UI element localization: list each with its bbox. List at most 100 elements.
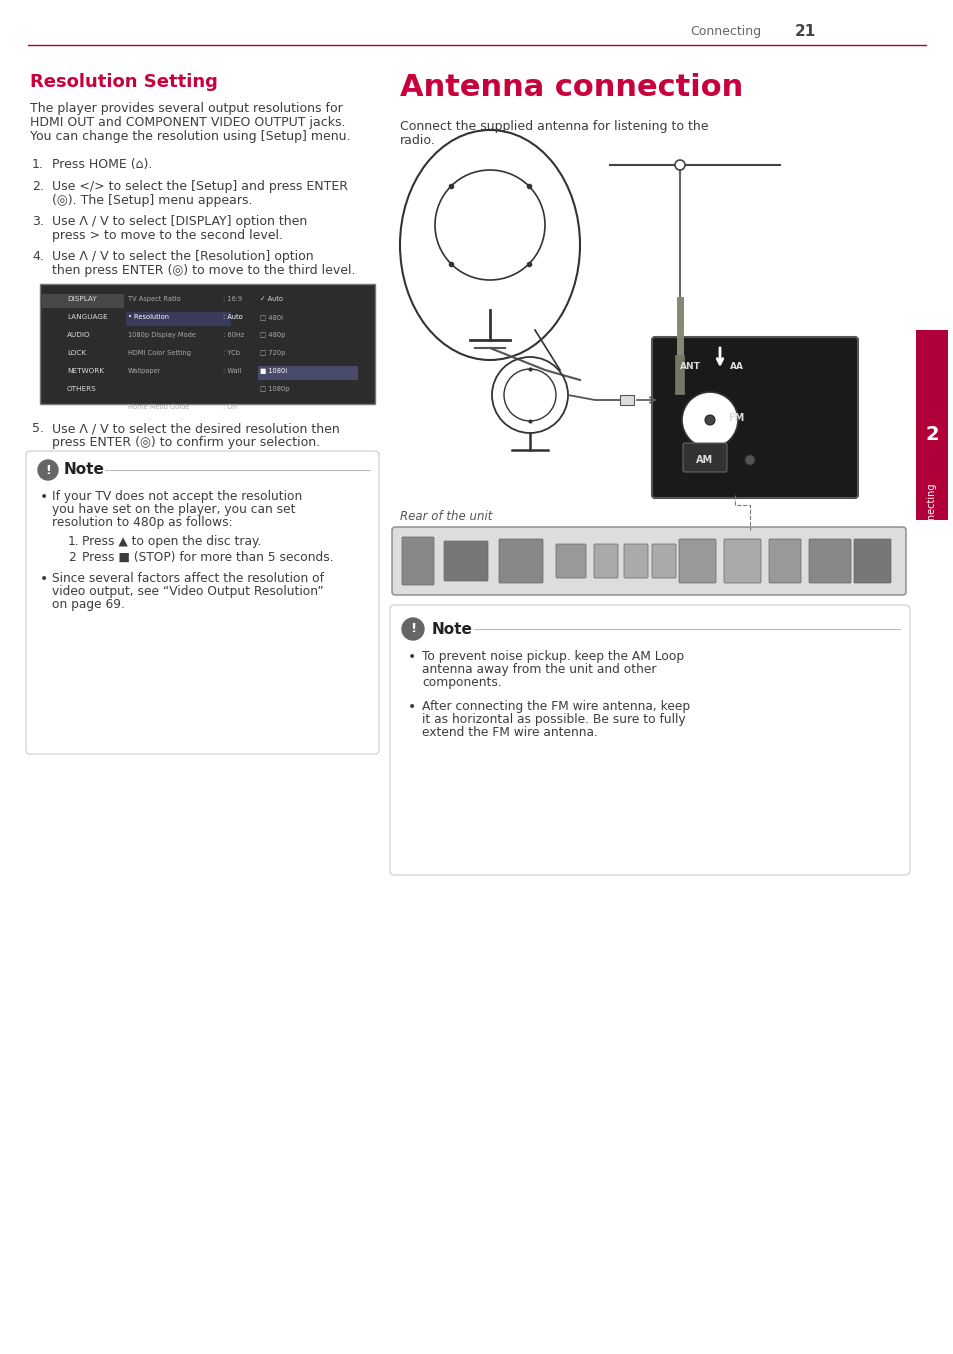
Text: AUDIO: AUDIO (67, 332, 91, 338)
FancyBboxPatch shape (679, 539, 716, 584)
FancyBboxPatch shape (594, 544, 618, 578)
Text: 2: 2 (68, 551, 75, 565)
FancyBboxPatch shape (556, 544, 585, 578)
Text: components.: components. (421, 676, 501, 689)
Text: HDMI OUT and COMPONENT VIDEO OUTPUT jacks.: HDMI OUT and COMPONENT VIDEO OUTPUT jack… (30, 116, 345, 129)
Text: DISPLAY: DISPLAY (67, 297, 96, 302)
Text: □ 480i: □ 480i (260, 314, 283, 320)
Text: LOCK: LOCK (67, 349, 86, 356)
Text: 5.: 5. (32, 422, 44, 435)
Text: Antenna connection: Antenna connection (399, 73, 742, 102)
Text: □ 1080p: □ 1080p (260, 386, 289, 393)
FancyBboxPatch shape (390, 605, 909, 875)
Text: Note: Note (64, 463, 105, 478)
Text: OTHERS: OTHERS (67, 386, 96, 393)
Text: press ENTER (◎) to confirm your selection.: press ENTER (◎) to confirm your selectio… (52, 436, 320, 450)
Text: To prevent noise pickup. keep the AM Loop: To prevent noise pickup. keep the AM Loo… (421, 650, 683, 663)
Text: 21: 21 (794, 24, 816, 39)
Text: antenna away from the unit and other: antenna away from the unit and other (421, 663, 656, 676)
Text: resolution to 480p as follows:: resolution to 480p as follows: (52, 516, 233, 529)
FancyBboxPatch shape (651, 544, 676, 578)
Text: AA: AA (729, 362, 743, 371)
Text: 1.: 1. (68, 535, 79, 548)
Text: You can change the resolution using [Setup] menu.: You can change the resolution using [Set… (30, 130, 350, 144)
Text: □ 480p: □ 480p (260, 332, 285, 338)
Text: Use </> to select the [Setup] and press ENTER: Use </> to select the [Setup] and press … (52, 180, 348, 194)
Text: it as horizontal as possible. Be sure to fully: it as horizontal as possible. Be sure to… (421, 714, 685, 726)
Text: •: • (40, 490, 49, 504)
Text: !: ! (410, 623, 416, 635)
Circle shape (744, 455, 754, 464)
Text: on page 69.: on page 69. (52, 598, 125, 611)
Text: 3.: 3. (32, 215, 44, 227)
Text: Connect the supplied antenna for listening to the: Connect the supplied antenna for listeni… (399, 121, 708, 133)
Text: (◎). The [Setup] menu appears.: (◎). The [Setup] menu appears. (52, 194, 253, 207)
Text: Use Λ / V to select [DISPLAY] option then: Use Λ / V to select [DISPLAY] option the… (52, 215, 307, 227)
Text: □ 720p: □ 720p (260, 349, 285, 356)
Circle shape (675, 160, 684, 171)
Text: : 16:9: : 16:9 (223, 297, 242, 302)
Text: Connecting: Connecting (689, 26, 760, 38)
Text: HDMI Color Setting: HDMI Color Setting (128, 349, 191, 356)
Text: ■ 1080i: ■ 1080i (260, 368, 287, 374)
Text: Note: Note (432, 621, 473, 636)
Text: press > to move to the second level.: press > to move to the second level. (52, 229, 283, 242)
Text: •: • (40, 571, 49, 586)
FancyBboxPatch shape (651, 337, 857, 498)
Text: : Off: : Off (223, 403, 237, 410)
Circle shape (401, 617, 423, 640)
Circle shape (38, 460, 58, 481)
Text: radio.: radio. (399, 134, 436, 148)
Text: If your TV does not accept the resolution: If your TV does not accept the resolutio… (52, 490, 302, 502)
Text: : YCb: : YCb (223, 349, 240, 356)
FancyBboxPatch shape (915, 330, 947, 520)
Text: Rear of the unit: Rear of the unit (399, 510, 492, 523)
Text: Use Λ / V to select the desired resolution then: Use Λ / V to select the desired resoluti… (52, 422, 339, 435)
FancyBboxPatch shape (498, 539, 542, 584)
FancyBboxPatch shape (768, 539, 801, 584)
Text: Resolution Setting: Resolution Setting (30, 73, 217, 91)
FancyBboxPatch shape (619, 395, 634, 405)
Text: 1080p Display Mode: 1080p Display Mode (128, 332, 195, 338)
FancyBboxPatch shape (401, 538, 434, 585)
Text: The player provides several output resolutions for: The player provides several output resol… (30, 102, 342, 115)
Text: Connecting: Connecting (926, 482, 936, 538)
Text: Home Menu Guide: Home Menu Guide (128, 403, 190, 410)
FancyBboxPatch shape (42, 294, 124, 307)
Text: • Resolution: • Resolution (128, 314, 169, 320)
FancyBboxPatch shape (682, 443, 726, 473)
FancyBboxPatch shape (623, 544, 647, 578)
Text: 2: 2 (924, 425, 938, 444)
Text: Wallpaper: Wallpaper (128, 368, 161, 374)
FancyBboxPatch shape (808, 539, 850, 584)
Text: !: ! (45, 463, 51, 477)
FancyBboxPatch shape (723, 539, 760, 584)
FancyBboxPatch shape (40, 284, 375, 403)
Text: Press HOME (⌂).: Press HOME (⌂). (52, 158, 152, 171)
Text: FM: FM (727, 413, 743, 422)
Circle shape (704, 414, 714, 425)
Text: : 60Hz: : 60Hz (223, 332, 244, 338)
Text: Press ▲ to open the disc tray.: Press ▲ to open the disc tray. (82, 535, 261, 548)
Text: 4.: 4. (32, 250, 44, 263)
Text: LANGUAGE: LANGUAGE (67, 314, 108, 320)
Text: Use Λ / V to select the [Resolution] option: Use Λ / V to select the [Resolution] opt… (52, 250, 314, 263)
Text: ✓ Auto: ✓ Auto (260, 297, 283, 302)
Text: you have set on the player, you can set: you have set on the player, you can set (52, 502, 295, 516)
Text: : Auto: : Auto (223, 314, 242, 320)
Text: Press ■ (STOP) for more than 5 seconds.: Press ■ (STOP) for more than 5 seconds. (82, 551, 334, 565)
Text: After connecting the FM wire antenna, keep: After connecting the FM wire antenna, ke… (421, 700, 689, 714)
Text: 2.: 2. (32, 180, 44, 194)
FancyBboxPatch shape (257, 366, 357, 380)
Text: •: • (408, 700, 416, 714)
Text: video output, see “Video Output Resolution”: video output, see “Video Output Resoluti… (52, 585, 323, 598)
FancyBboxPatch shape (126, 311, 231, 326)
FancyBboxPatch shape (443, 542, 488, 581)
Text: NETWORK: NETWORK (67, 368, 104, 374)
FancyBboxPatch shape (26, 451, 378, 754)
Circle shape (681, 393, 738, 448)
Text: : Wall: : Wall (223, 368, 241, 374)
Text: extend the FM wire antenna.: extend the FM wire antenna. (421, 726, 598, 739)
Text: •: • (408, 650, 416, 663)
FancyBboxPatch shape (392, 527, 905, 594)
